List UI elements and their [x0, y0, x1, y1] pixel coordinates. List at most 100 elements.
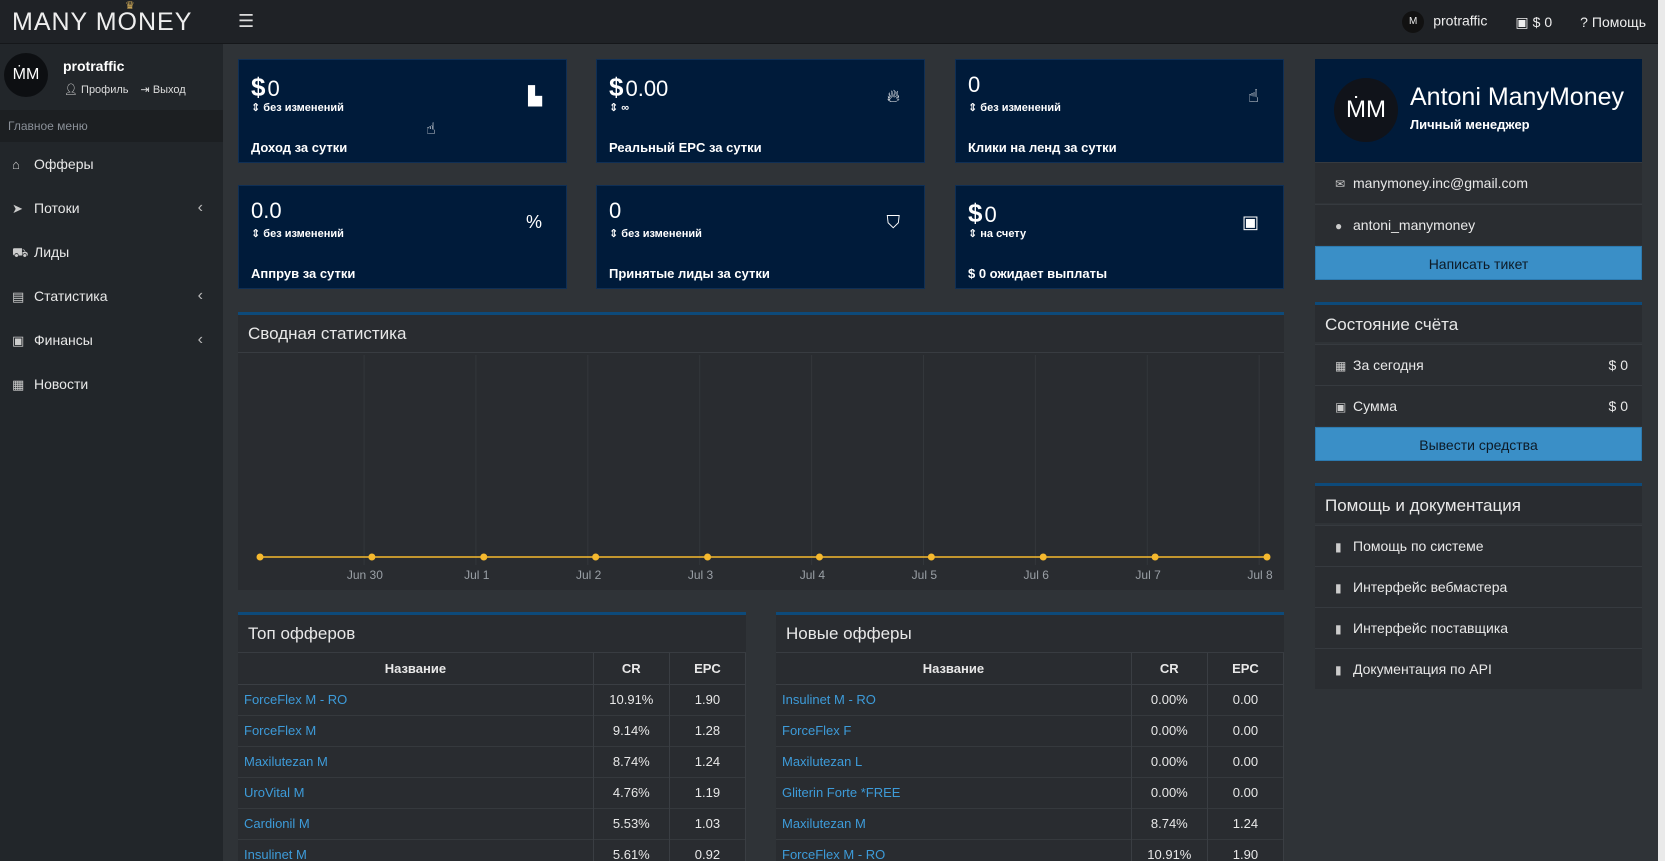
sidebar-item-1[interactable]: ➤ Потоки ‹: [0, 186, 223, 230]
sidebar-item-3[interactable]: ▤ Статистика ‹: [0, 274, 223, 318]
table-cell: 0.00: [1207, 745, 1285, 777]
sign-out-icon: ⇥: [140, 84, 153, 96]
x-tick-label: Jul 1: [464, 568, 490, 582]
chevron-left-icon: ‹: [197, 199, 203, 216]
table-cell: 9.14%: [593, 714, 670, 746]
manager-role: Личный менеджер: [1410, 117, 1530, 132]
stat-card-5: $0 ⇕ на счету $ 0 ожидает выплаты ▣: [955, 185, 1284, 289]
offer-link[interactable]: Cardionil M: [238, 807, 594, 839]
offer-link[interactable]: ForceFlex M: [238, 714, 594, 746]
new-offers-table: Название CR EPC Insulinet M - RO 0.00% 0.00 Fo…: [776, 653, 1285, 861]
stat-sub: без изменений: [263, 102, 344, 114]
column-header[interactable]: EPC: [669, 653, 747, 685]
sidebar-user-links: 👤︎ Профиль ⇥ Выход: [64, 83, 186, 96]
table-cell: 0.00%: [1131, 776, 1208, 808]
stat-card-label: Доход за сутки: [251, 140, 348, 155]
stat-sub: на счету: [980, 228, 1027, 240]
data-point-0[interactable]: [256, 553, 264, 561]
sidebar-item-0[interactable]: ⌂ Офферы: [0, 142, 223, 186]
data-point-9[interactable]: [1263, 553, 1271, 561]
stat-value: 0: [984, 202, 997, 227]
sidebar-item-2[interactable]: ⛟ Лиды: [0, 230, 223, 274]
chevron-left-icon: ‹: [197, 287, 203, 304]
help-item-label: Интерфейс вебмастера: [1353, 579, 1508, 595]
hamburger-menu-icon[interactable]: ☰: [238, 11, 255, 31]
telegram-icon: ●: [1335, 219, 1343, 233]
sort-icon: ⇕: [251, 102, 264, 114]
offer-link[interactable]: UroVital M: [238, 776, 594, 808]
data-point-8[interactable]: [1151, 553, 1159, 561]
withdraw-button[interactable]: Вывести средства: [1315, 427, 1642, 461]
offer-link[interactable]: Gliterin Forte *FREE: [776, 776, 1132, 808]
offer-link[interactable]: Maxilutezan M: [238, 745, 594, 777]
crown-icon: ♛: [125, 0, 136, 12]
table-row: Cardionil M 5.53% 1.03: [238, 807, 747, 839]
sidebar-user-panel: ṀM protraffic 👤︎ Профиль ⇥ Выход: [0, 44, 223, 110]
data-point-7[interactable]: [1039, 553, 1047, 561]
top-balance: $ 0: [1532, 13, 1553, 30]
help-item-label: Документация по API: [1353, 661, 1492, 677]
x-tick-label: Jul 6: [1024, 568, 1050, 582]
offer-link[interactable]: Maxilutezan M: [776, 807, 1132, 839]
help-item-1[interactable]: ▮ Интерфейс вебмастера: [1315, 566, 1642, 607]
data-point-4[interactable]: [704, 553, 712, 561]
logout-link[interactable]: ⇥ Выход: [141, 83, 186, 96]
help-title: Помощь и документация: [1315, 483, 1642, 523]
offer-link[interactable]: Insulinet M: [238, 838, 594, 861]
scrollbar[interactable]: [1658, 0, 1665, 861]
sidebar-item-label: Новости: [34, 376, 89, 392]
account-today-row: ▦ За сегодня $ 0: [1315, 344, 1642, 385]
data-point-6[interactable]: [927, 553, 935, 561]
write-ticket-button[interactable]: Написать тикет: [1315, 246, 1642, 280]
manager-email-row[interactable]: ✉ manymoney.inc@gmail.com: [1315, 162, 1642, 203]
balance-link[interactable]: ▣ $ 0: [1515, 14, 1552, 31]
offer-link[interactable]: ForceFlex F: [776, 714, 1132, 746]
table-cell: 0.92: [669, 838, 747, 861]
user-icon: 👤︎: [64, 84, 82, 96]
data-point-3[interactable]: [592, 553, 600, 561]
offer-link[interactable]: ForceFlex M - RO: [776, 838, 1132, 861]
stat-value: 0: [609, 198, 622, 223]
offer-link[interactable]: Insulinet M - RO: [776, 683, 1132, 715]
data-point-2[interactable]: [480, 553, 488, 561]
x-tick-label: Jul 7: [1135, 568, 1161, 582]
help-item-2[interactable]: ▮ Интерфейс поставщика: [1315, 607, 1642, 648]
sidebar-item-label: Потоки: [34, 200, 80, 216]
sidebar-item-4[interactable]: ▣ Финансы ‹: [0, 318, 223, 362]
cart-icon: ⛟: [12, 245, 29, 260]
offer-link[interactable]: ForceFlex M - RO: [238, 683, 594, 715]
help-link[interactable]: ? Помощь: [1580, 14, 1646, 30]
column-header[interactable]: Название: [776, 653, 1132, 685]
offer-link[interactable]: Maxilutezan L: [776, 745, 1132, 777]
profile-link[interactable]: 👤︎ Профиль: [64, 83, 129, 96]
table-cell: 0.00: [1207, 683, 1285, 715]
logo[interactable]: MANY MONEY ♛: [12, 0, 193, 37]
help-item-0[interactable]: ▮ Помощь по системе: [1315, 525, 1642, 566]
stat-card-value: $0: [968, 198, 997, 229]
manager-telegram-row[interactable]: ● antoni_manymoney: [1315, 204, 1642, 245]
table-row: ForceFlex M - RO 10.91% 1.90: [238, 683, 747, 715]
stat-card-label: $ 0 ожидает выплаты: [968, 266, 1108, 281]
help-item-3[interactable]: ▮ Документация по API: [1315, 648, 1642, 689]
top-help: Помощь: [1591, 14, 1646, 30]
logo-text: MANY MONEY: [12, 8, 193, 36]
x-tick-label: Jul 8: [1247, 568, 1273, 582]
data-point-5[interactable]: [815, 553, 823, 561]
column-header[interactable]: CR: [593, 653, 670, 685]
stat-card-value: 0: [609, 198, 621, 224]
data-point-1[interactable]: [368, 553, 376, 561]
top-offers-title: Топ офферов: [238, 615, 746, 653]
sidebar-item-5[interactable]: ▦ Новости: [0, 362, 223, 406]
stat-card-value: $0.00: [609, 72, 668, 103]
column-header[interactable]: EPC: [1207, 653, 1285, 685]
column-header[interactable]: CR: [1131, 653, 1208, 685]
stat-sub: без изменений: [980, 102, 1061, 114]
stat-value: 0: [267, 76, 280, 101]
sort-icon: ⇕: [609, 228, 622, 240]
stat-card-value: $0: [251, 72, 280, 103]
fire-icon: 🔥︎: [886, 86, 900, 106]
sort-icon: ⇕: [968, 102, 981, 114]
column-header[interactable]: Название: [238, 653, 594, 685]
